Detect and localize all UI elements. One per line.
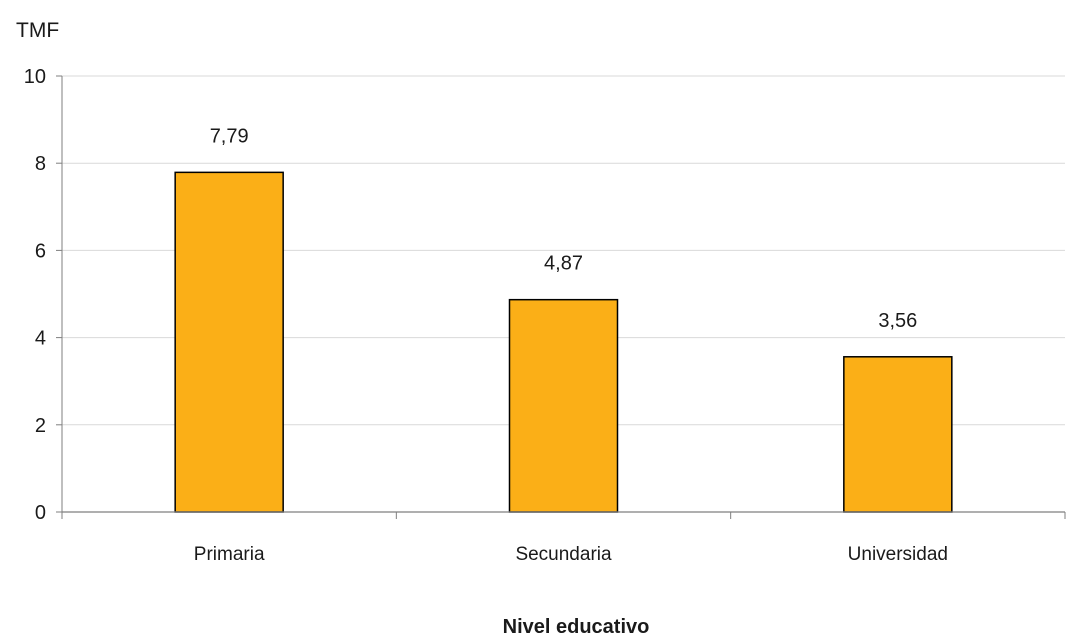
x-axis-title: Nivel educativo: [503, 616, 650, 635]
y-axis-ticks: 0 2 4 6 8 10: [24, 66, 62, 524]
bar-secundaria: [508, 298, 619, 513]
data-label-primaria: 7,79: [210, 125, 249, 147]
y-tick-label: 4: [35, 328, 46, 350]
y-axis-title: TMF: [16, 19, 59, 42]
bar-primaria: [174, 171, 284, 513]
data-label-secundaria: 4,87: [544, 253, 583, 275]
category-label-secundaria: Secundaria: [515, 544, 612, 565]
y-tick-label: 10: [24, 66, 46, 88]
y-tick-label: 2: [35, 415, 46, 437]
y-tick-label: 0: [35, 502, 46, 524]
category-labels: Primaria Secundaria Universidad: [194, 544, 948, 565]
category-label-universidad: Universidad: [848, 544, 948, 565]
y-tick-label: 8: [35, 153, 46, 175]
y-tick-label: 6: [35, 240, 46, 262]
bars: [174, 171, 953, 513]
data-label-universidad: 3,56: [878, 310, 917, 332]
axes: [61, 76, 1066, 519]
data-labels: 7,79 4,87 3,56: [210, 125, 918, 331]
category-label-primaria: Primaria: [194, 544, 265, 565]
bar-universidad: [843, 356, 953, 513]
